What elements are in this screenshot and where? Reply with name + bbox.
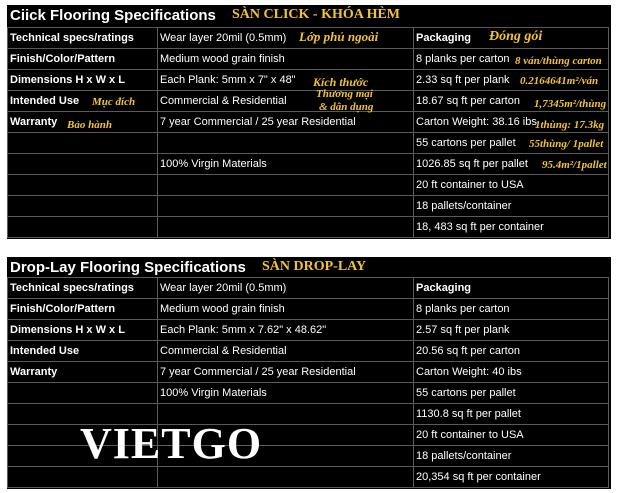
packaging-cell: 1130.8 sq ft per pallet (413, 403, 609, 425)
spec-row: 1130.8 sq ft per pallet (7, 403, 609, 425)
section2-title: Drop-Lay Flooring Specifications (10, 259, 246, 276)
anno-per-pallet: 95.4m²/1pallet (542, 159, 607, 171)
packaging-cell: 1026.85 sq ft per pallet (413, 153, 609, 175)
spec-value-cell: 7 year Commercial / 25 year Residential (157, 111, 414, 133)
click-flooring-spec-sheet: Ciick Flooring Specifications SÀN CLICK … (7, 5, 611, 239)
spec-row: 55 cartons per pallet (7, 132, 609, 154)
anno-dimensions: Kích thước (313, 75, 369, 89)
spec-value-cell (157, 466, 414, 488)
anno-weight: 1thùng: 17.3kg (535, 119, 605, 131)
section1-title: Ciick Flooring Specifications (10, 7, 216, 24)
spec-row: Dimensions H x W x L Each Plank: 5mm x 7.… (7, 319, 609, 341)
packaging-cell: 55 cartons per pallet (413, 382, 609, 404)
packaging-cell: 2.57 sq ft per plank (413, 319, 609, 341)
spec-row: 100% Virgin Materials 55 cartons per pall… (7, 382, 609, 404)
spec-label-cell (7, 382, 158, 404)
anno-intended-use: Mục đích (92, 96, 136, 108)
spec-value-cell: 100% Virgin Materials (157, 153, 414, 175)
packaging-cell: 20.56 sq ft per carton (413, 340, 609, 362)
packaging-cell: 20 ft container to USA (413, 174, 609, 196)
spec-label-cell (7, 132, 158, 154)
packaging-cell: 18, 483 sq ft per container (413, 216, 609, 238)
packaging-cell: 18 pallets/container (413, 195, 609, 217)
anno-per-carton: 1,7345m²/thùng (534, 98, 607, 110)
spec-row: 18 pallets/container (7, 445, 609, 467)
spec-row: 100% Virgin Materials 1026.85 sq ft per p… (7, 153, 609, 175)
spec-row: 20 ft container to USA (7, 174, 609, 196)
spec-row: Technical specs/ratings Wear layer 20mil … (7, 277, 609, 299)
packaging-cell: 20,354 sq ft per container (413, 466, 609, 488)
spec-value-cell: 100% Virgin Materials (157, 382, 414, 404)
anno-wear: Lớp phủ ngoài (299, 29, 379, 44)
packaging-cell: 20 ft container to USA (413, 424, 609, 446)
anno-planks: 8 ván/thùng carton (515, 55, 602, 67)
spec-label-cell: Dimensions H x W x L (7, 319, 158, 341)
spec-label-cell: Warranty (7, 111, 158, 133)
drop-lay-flooring-spec-sheet: Drop-Lay Flooring Specifications SÀN DRO… (7, 257, 611, 489)
spec-value-cell (157, 132, 414, 154)
spec-row: Intended Use Commercial & Residential 18.6… (7, 90, 609, 112)
spec-value-cell: Medium wood grain finish (157, 298, 414, 320)
anno-usage-2: & dân dụng (319, 101, 374, 113)
spec-label-cell: Intended Use (7, 340, 158, 362)
spec-value-cell: Commercial & Residential (157, 90, 414, 112)
packaging-cell: 2.33 sq ft per plank (413, 69, 609, 91)
spec-label-cell: Technical specs/ratings (7, 277, 158, 299)
spec-row: Intended Use Commercial & Residential 20.5… (7, 340, 609, 362)
spec-value-cell (157, 174, 414, 196)
spec-label-cell: Technical specs/ratings (7, 27, 158, 49)
spec-row: 20,354 sq ft per container (7, 466, 609, 488)
packaging-cell: 8 planks per carton (413, 298, 609, 320)
spec-value-cell (157, 216, 414, 238)
anno-warranty: Bảo hành (67, 119, 112, 131)
spec-row: 18, 483 sq ft per container (7, 216, 609, 238)
spec-row: 18 pallets/container (7, 195, 609, 217)
anno-pallet: 55thùng/ 1pallet (529, 138, 604, 150)
spec-value-cell: Medium wood grain finish (157, 48, 414, 70)
spec-row: Warranty 7 year Commercial / 25 year Resi… (7, 111, 609, 133)
spec-value-cell: Wear layer 20mil (0.5mm) (157, 277, 414, 299)
spec-label-cell (7, 216, 158, 238)
anno-usage-1: Thương mại (316, 88, 373, 100)
drop-lay-spec-table: Technical specs/ratings Wear layer 20mil … (7, 277, 609, 488)
spec-value-cell: Each Plank: 5mm x 7" x 48" (157, 69, 414, 91)
spec-label-cell: Warranty (7, 361, 158, 383)
packaging-cell: 18 pallets/container (413, 445, 609, 467)
spec-label-cell (7, 466, 158, 488)
anno-per-plank: 0.2164641m²/ván (520, 75, 599, 87)
spec-label-cell (7, 153, 158, 175)
spec-value-cell: Commercial & Residential (157, 340, 414, 362)
section2-title-vi: SÀN DROP-LAY (262, 259, 367, 274)
spec-label-cell: Finish/Color/Pattern (7, 298, 158, 320)
spec-row: Warranty 7 year Commercial / 25 year Resi… (7, 361, 609, 383)
spec-label-cell: Finish/Color/Pattern (7, 48, 158, 70)
spec-row: Dimensions H x W x L Each Plank: 5mm x 7"… (7, 69, 609, 91)
spec-label-cell (7, 195, 158, 217)
spec-row: 20 ft container to USA (7, 424, 609, 446)
vietgo-watermark: VIETGO (80, 419, 263, 468)
anno-packaging: Đóng gói (489, 29, 543, 44)
spec-label-cell: Dimensions H x W x L (7, 69, 158, 91)
packaging-cell: Packaging (413, 277, 609, 299)
spec-row: Finish/Color/Pattern Medium wood grain fi… (7, 48, 609, 70)
spec-label-cell (7, 174, 158, 196)
spec-value-cell: 7 year Commercial / 25 year Residential (157, 361, 414, 383)
spec-row: Finish/Color/Pattern Medium wood grain fi… (7, 298, 609, 320)
spec-value-cell (157, 195, 414, 217)
section1-title-vi: SÀN CLICK - KHÓA HÈM (232, 7, 401, 22)
click-spec-table: Technical specs/ratings Wear layer 20mil … (7, 27, 609, 238)
spec-value-cell: Each Plank: 5mm x 7.62" x 48.62" (157, 319, 414, 341)
packaging-cell: Carton Weight: 40 ibs (413, 361, 609, 383)
